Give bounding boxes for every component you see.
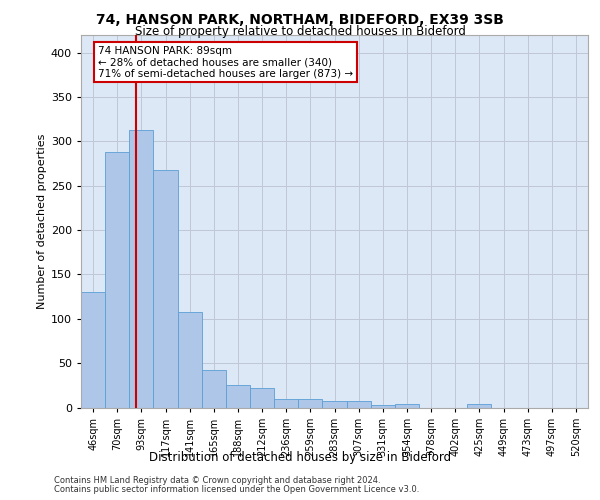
Bar xyxy=(178,312,202,408)
Bar xyxy=(105,152,129,407)
Bar xyxy=(298,398,322,407)
Text: 74 HANSON PARK: 89sqm
← 28% of detached houses are smaller (340)
71% of semi-det: 74 HANSON PARK: 89sqm ← 28% of detached … xyxy=(98,46,353,79)
Bar xyxy=(226,386,250,407)
Bar xyxy=(274,398,298,407)
Bar xyxy=(154,170,178,408)
Bar xyxy=(129,130,154,407)
Bar xyxy=(250,388,274,407)
Text: Size of property relative to detached houses in Bideford: Size of property relative to detached ho… xyxy=(134,25,466,38)
Text: Contains HM Land Registry data © Crown copyright and database right 2024.: Contains HM Land Registry data © Crown c… xyxy=(54,476,380,485)
Bar xyxy=(81,292,105,408)
Bar xyxy=(202,370,226,408)
Text: Contains public sector information licensed under the Open Government Licence v3: Contains public sector information licen… xyxy=(54,485,419,494)
Text: Distribution of detached houses by size in Bideford: Distribution of detached houses by size … xyxy=(149,451,451,464)
Bar xyxy=(322,402,347,407)
Bar xyxy=(467,404,491,407)
Bar xyxy=(371,405,395,407)
Text: 74, HANSON PARK, NORTHAM, BIDEFORD, EX39 3SB: 74, HANSON PARK, NORTHAM, BIDEFORD, EX39… xyxy=(96,12,504,26)
Bar xyxy=(347,402,371,407)
Bar xyxy=(395,404,419,407)
Y-axis label: Number of detached properties: Number of detached properties xyxy=(37,134,47,309)
